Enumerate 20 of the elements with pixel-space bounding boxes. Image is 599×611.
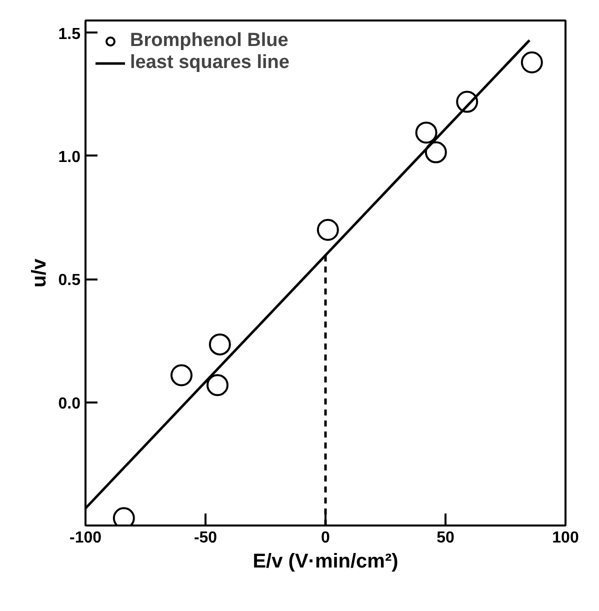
point [316,218,339,241]
point [424,141,447,164]
point [206,374,228,396]
y-tick-label: 0.0 [58,395,81,412]
point [208,333,231,356]
y-tick-label: 0.5 [58,272,81,290]
x-tick-label: 50 [436,530,454,546]
legend-label: least squares line [130,52,290,74]
y-tick-label: 1.5 [58,26,81,43]
point [415,122,438,144]
y-tick-label: 1.0 [58,148,81,166]
x-axis-title: E/v (V·min/cm²) [252,550,398,572]
point [170,364,192,386]
legend-label: Bromphenol Blue [130,30,288,52]
x-tick-label: 0 [321,530,330,546]
y-axis-title: u/v [28,258,50,288]
point [520,51,543,74]
x-tick-label: -50 [194,530,218,546]
x-tick-label: -100 [69,530,102,546]
x-tick-label: 100 [552,530,579,546]
